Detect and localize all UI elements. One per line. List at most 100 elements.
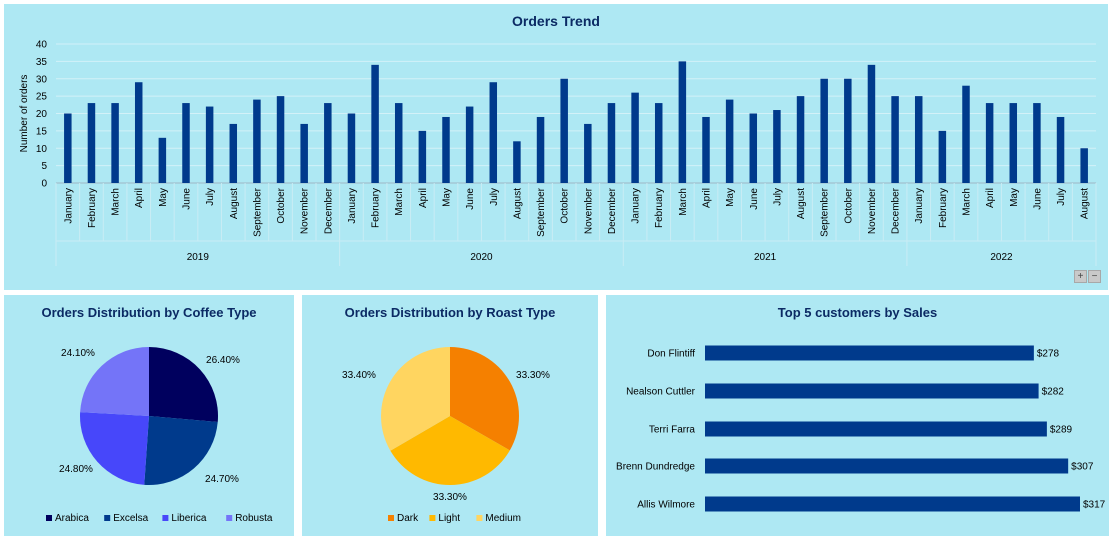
top-customers-chart: Don Flintiff $278 Nealson Cuttler $282 Terri…	[616, 345, 1106, 512]
month-label: June	[749, 188, 760, 210]
pie-data-label: 24.70%	[205, 474, 239, 485]
customer-sales-bar	[705, 421, 1047, 437]
orders-bar	[111, 103, 119, 183]
month-label: January	[631, 188, 642, 224]
orders-trend-chart: 0 5 10 15 20 25 30 35 40 Number of orders January F…	[19, 40, 1097, 266]
pie-slice-dark	[450, 347, 519, 451]
month-label: July	[489, 188, 500, 206]
year-label: 2019	[187, 252, 210, 263]
orders-bar	[607, 103, 616, 183]
month-label: November	[583, 187, 594, 234]
month-label: August	[796, 188, 807, 219]
month-label: June	[1032, 188, 1043, 210]
roast-type-pie: 33.30% 33.30% 33.40% Dark Light Medium	[342, 347, 550, 524]
orders-bar	[891, 96, 899, 183]
y-tick-label: 15	[36, 126, 48, 137]
zoom-out-button[interactable]: −	[1088, 270, 1101, 283]
orders-bar	[654, 103, 663, 183]
month-label: August	[512, 188, 523, 219]
month-label: November	[300, 187, 311, 234]
orders-bar	[820, 78, 828, 183]
orders-bar	[1009, 103, 1018, 183]
pie-slice-robusta	[80, 347, 149, 416]
orders-bar	[938, 130, 947, 183]
orders-trend-title: Orders Trend	[512, 13, 600, 29]
legend-entry: Liberica	[171, 513, 206, 524]
orders-bar	[725, 99, 734, 183]
legend-entry: Light	[438, 513, 460, 524]
orders-bar	[134, 82, 143, 183]
pie-slice-liberica	[80, 412, 149, 485]
orders-bar	[1080, 148, 1088, 183]
legend-entry: Medium	[485, 513, 521, 524]
coffee-type-panel: Orders Distribution by Coffee Type 26.40…	[4, 295, 294, 536]
month-label: December	[891, 187, 902, 234]
pie-data-label: 33.30%	[516, 370, 550, 381]
legend-swatch	[226, 515, 233, 521]
month-label: January	[347, 188, 358, 224]
customer-name-label: Brenn Dundredge	[616, 462, 695, 473]
month-label: October	[276, 187, 287, 223]
y-tick-label: 10	[36, 144, 48, 155]
y-tick-label: 25	[36, 92, 48, 103]
customer-name-label: Terri Farra	[649, 425, 696, 436]
month-label: December	[607, 187, 618, 234]
month-label: October	[560, 187, 571, 223]
legend-swatch	[476, 515, 483, 521]
pie-slice-light	[390, 416, 510, 486]
orders-bar	[867, 64, 876, 183]
orders-bar	[253, 99, 261, 183]
coffee-type-pie: 26.40% 24.70% 24.80% 24.10% Arabica Excelsa Li…	[46, 347, 273, 524]
orders-bar	[1033, 103, 1041, 183]
y-tick-label: 20	[36, 109, 48, 120]
zoom-in-button[interactable]: +	[1074, 270, 1087, 283]
month-label: January	[63, 188, 74, 224]
month-label: May	[1009, 188, 1020, 207]
orders-bar	[442, 116, 450, 183]
pie-data-label: 24.10%	[61, 348, 95, 359]
customer-sales-bar	[705, 345, 1034, 361]
pie-data-label: 26.40%	[206, 355, 240, 366]
orders-bar	[513, 141, 521, 183]
month-label: March	[394, 188, 405, 216]
top-customers-panel: Top 5 customers by Sales Don Flintiff $27…	[606, 295, 1109, 536]
legend-entry: Dark	[397, 513, 419, 524]
month-label: April	[702, 188, 713, 208]
customer-sales-label: $278	[1037, 349, 1060, 360]
month-label: May	[158, 188, 169, 207]
orders-bar	[536, 116, 545, 183]
customer-sales-label: $282	[1042, 387, 1065, 398]
month-label: February	[938, 188, 949, 228]
month-label: July	[1056, 188, 1067, 206]
month-label: February	[371, 188, 382, 228]
month-label: January	[914, 188, 925, 224]
month-label: September	[252, 187, 263, 237]
orders-bar	[962, 85, 970, 183]
month-label: July	[205, 188, 216, 206]
orders-bar	[702, 116, 710, 183]
month-label: August	[229, 188, 240, 219]
orders-bar	[300, 123, 308, 183]
orders-bar	[87, 103, 96, 183]
pie-slice-excelsa	[144, 416, 218, 485]
month-label: February	[87, 188, 98, 228]
customer-sales-label: $289	[1050, 425, 1073, 436]
orders-bar	[749, 113, 758, 183]
orders-trend-panel: Orders Trend 0 5 10 15 20 25 30 35 40 Number of o…	[4, 4, 1108, 290]
customer-name-label: Allis Wilmore	[637, 500, 695, 511]
orders-bar	[324, 103, 332, 183]
month-label: May	[442, 188, 453, 207]
orders-bar	[560, 78, 568, 183]
legend-swatch	[388, 515, 394, 521]
customer-sales-bar	[705, 458, 1069, 474]
legend-swatch	[104, 515, 111, 521]
orders-bar	[182, 103, 190, 183]
customer-sales-label: $307	[1071, 462, 1094, 473]
pie-slice-medium	[381, 347, 450, 451]
orders-bar	[371, 64, 379, 183]
y-tick-label: 40	[36, 40, 48, 51]
orders-bar	[985, 103, 994, 183]
orders-bar	[158, 137, 167, 183]
orders-bar	[394, 103, 403, 183]
orders-bar	[418, 130, 427, 183]
